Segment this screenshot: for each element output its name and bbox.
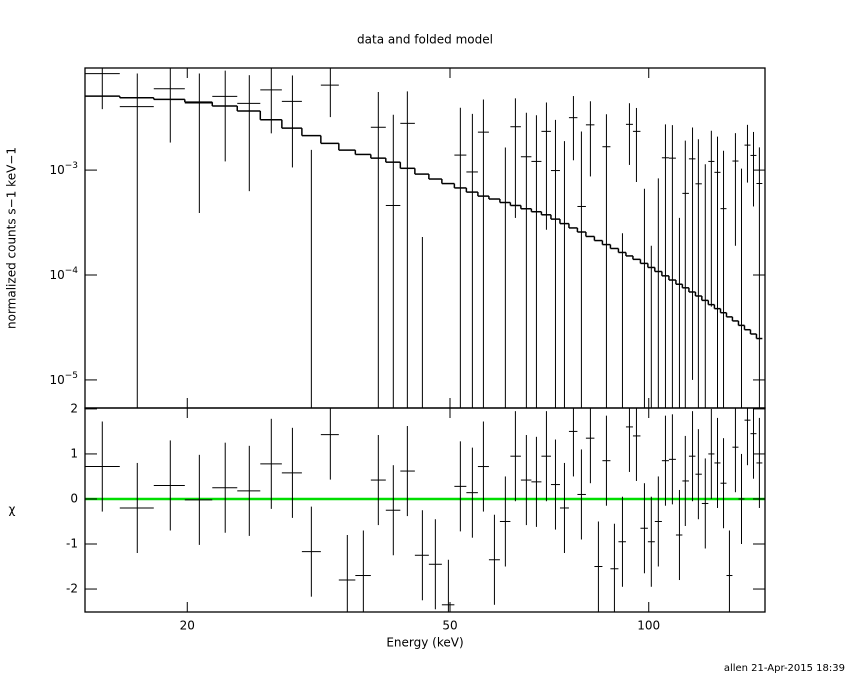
y-tick-label: 10−3 — [49, 161, 78, 177]
x-tick-label: 50 — [442, 619, 457, 633]
y-axis-label: normalized counts s−1 keV−1 — [5, 147, 19, 329]
y-tick-label: 10−5 — [49, 370, 78, 386]
x-tick-label: 20 — [180, 619, 195, 633]
y-axis-label: χ — [9, 503, 16, 517]
x-axis-label: Energy (keV) — [386, 636, 463, 650]
frame — [84, 407, 766, 613]
chart-title: data and folded model — [357, 33, 493, 47]
y-tick-label: 0 — [70, 491, 78, 505]
y-tick-label: 1 — [70, 446, 78, 460]
x-tick-label: 100 — [637, 619, 660, 633]
footer: allen 21-Apr-2015 18:39 — [724, 663, 845, 674]
plot-area-top — [85, 68, 763, 408]
frame — [84, 67, 766, 409]
y-tick-label: 2 — [70, 401, 78, 415]
y-tick-label: -2 — [66, 582, 78, 596]
y-tick-label: 10−4 — [49, 266, 78, 282]
y-tick-label: -1 — [66, 537, 78, 551]
plot-area-bottom — [85, 408, 765, 612]
